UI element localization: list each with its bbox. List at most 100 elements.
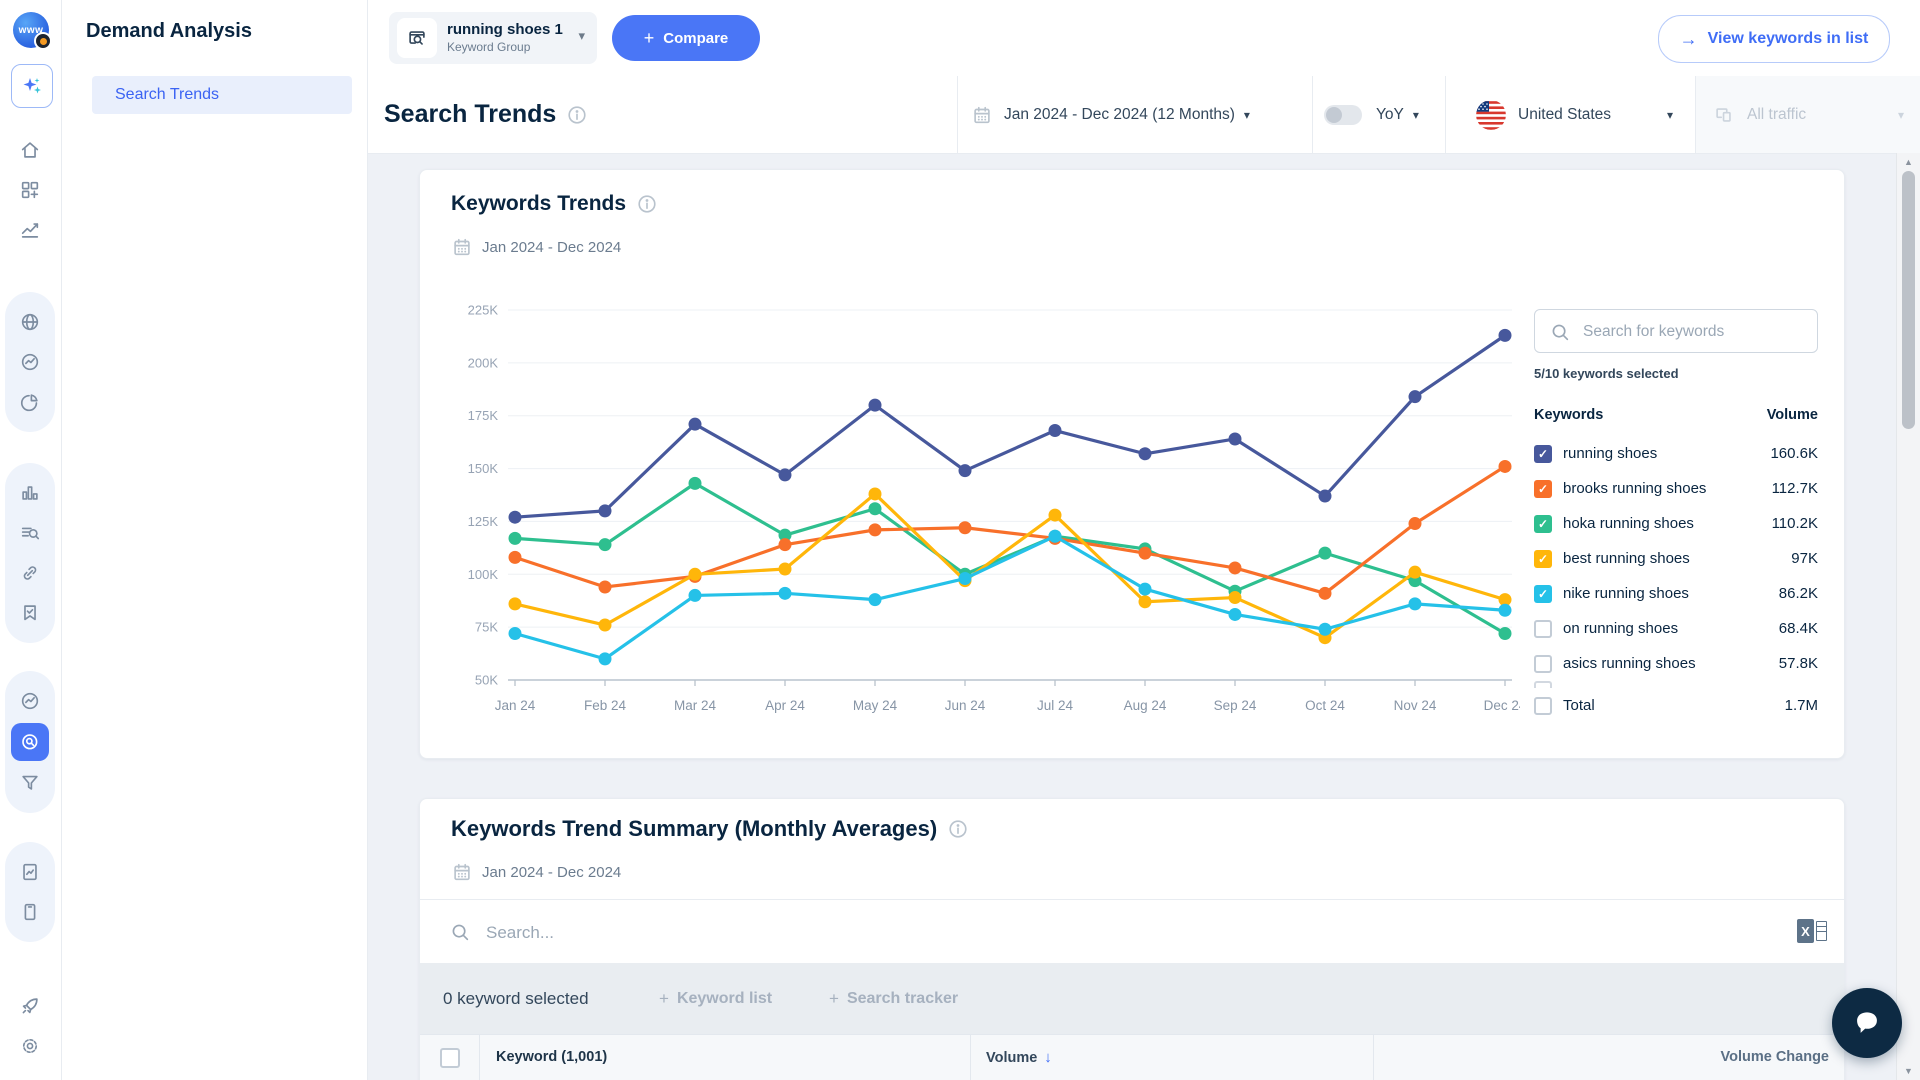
keyword-row[interactable]: ✓ brooks running shoes 112.7K xyxy=(1534,471,1818,506)
app-logo: www xyxy=(13,12,52,50)
chat-bubble-icon xyxy=(1857,1012,1877,1033)
sidebar-item-search-trends[interactable]: Search Trends xyxy=(92,76,352,114)
keyword-label: best running shoes xyxy=(1563,550,1690,567)
yoy-toggle[interactable] xyxy=(1324,104,1362,125)
export-excel-icon[interactable]: X xyxy=(1797,917,1829,947)
web-analysis-icon[interactable] xyxy=(10,342,50,382)
keyword-row[interactable]: ✓ hoka running shoes 110.2K xyxy=(1534,506,1818,541)
svg-text:Sep 24: Sep 24 xyxy=(1214,698,1257,713)
keyword-row[interactable]: ✓ running shoes 160.6K xyxy=(1534,436,1818,471)
keyword-row-total[interactable]: Total 1.7M xyxy=(1534,688,1818,723)
search-icon xyxy=(449,921,471,948)
chevron-down-icon: ▾ xyxy=(1897,107,1904,122)
filter-icon[interactable] xyxy=(10,763,50,803)
select-all-checkbox[interactable] xyxy=(440,1048,460,1068)
keyword-volume: 68.4K xyxy=(1778,620,1818,637)
svg-text:75K: 75K xyxy=(475,620,498,635)
keyword-row[interactable]: ✓ best running shoes 97K xyxy=(1534,541,1818,576)
keyword-research-icon[interactable] xyxy=(10,513,50,553)
keyword-checkbox[interactable] xyxy=(1534,619,1552,638)
sort-desc-icon: ↓ xyxy=(1044,1049,1052,1066)
icon-rail: www xyxy=(0,0,62,1080)
rail-group xyxy=(5,463,55,643)
ai-assistant-button[interactable] xyxy=(11,64,53,108)
scroll-down-arrow[interactable]: ▼ xyxy=(1904,1066,1913,1076)
keyword-checkbox[interactable]: ✓ xyxy=(1534,584,1552,603)
keywords-panel: 5/10 keywords selected Keywords Volume ✓… xyxy=(1534,309,1818,723)
info-icon[interactable] xyxy=(947,818,969,840)
pie-chart-icon[interactable] xyxy=(10,382,50,422)
keyword-volume: 57.8K xyxy=(1778,655,1818,672)
keyword-label: nike running shoes xyxy=(1563,585,1689,602)
add-search-tracker-button[interactable]: + Search tracker xyxy=(829,988,959,1008)
keyword-group-selector[interactable]: running shoes 1 Keyword Group ▾ xyxy=(389,12,597,64)
us-flag-icon xyxy=(1476,99,1506,130)
traffic-type-selector[interactable]: All traffic ▾ xyxy=(1695,76,1920,153)
rail-group xyxy=(5,986,55,1066)
column-header-volume[interactable]: Volume ↓ xyxy=(986,1049,1052,1066)
keyword-row[interactable]: asics running shoes 57.8K xyxy=(1534,646,1818,681)
yoy-control: YoY ▾ xyxy=(1312,76,1445,153)
keyword-row[interactable]: on running shoes 68.4K xyxy=(1534,611,1818,646)
keyword-label: on running shoes xyxy=(1563,620,1679,637)
web-trends-icon[interactable] xyxy=(10,681,50,721)
globe-icon[interactable] xyxy=(10,302,50,342)
plus-icon: + xyxy=(659,988,669,1008)
chat-widget-button[interactable] xyxy=(1832,988,1902,1058)
calendar-icon xyxy=(451,861,473,883)
svg-text:175K: 175K xyxy=(468,408,499,423)
keyword-label: hoka running shoes xyxy=(1563,515,1694,532)
selected-count: 0 keyword selected xyxy=(443,988,589,1008)
card-title: Keywords Trends xyxy=(451,192,658,216)
keyword-group-type: Keyword Group xyxy=(447,40,531,54)
keyword-list: ✓ running shoes 160.6K ✓ brooks running shoe… xyxy=(1534,436,1818,723)
settings-icon[interactable] xyxy=(10,1026,50,1066)
svg-text:Nov 24: Nov 24 xyxy=(1394,698,1437,713)
keyword-label: asics running shoes xyxy=(1563,655,1696,672)
country-selector[interactable]: United States ▾ xyxy=(1445,76,1695,153)
date-range-picker[interactable]: Jan 2024 - Dec 2024 (12 Months) ▾ xyxy=(957,76,1312,153)
table-search-input[interactable] xyxy=(484,912,1688,954)
search-trends-icon[interactable] xyxy=(11,723,49,761)
scroll-up-arrow[interactable]: ▲ xyxy=(1904,157,1913,167)
logo-badge xyxy=(34,32,52,50)
svg-text:Aug 24: Aug 24 xyxy=(1124,698,1167,713)
clipped-keyword-row xyxy=(1534,681,1818,688)
keyword-checkbox[interactable] xyxy=(1534,696,1552,715)
add-keyword-list-button[interactable]: + Keyword list xyxy=(659,988,773,1008)
svg-text:225K: 225K xyxy=(468,303,499,318)
view-keywords-button[interactable]: → View keywords in list xyxy=(1658,15,1890,63)
mobile-app-icon[interactable] xyxy=(10,892,50,932)
info-icon[interactable] xyxy=(566,104,588,126)
plus-icon: + xyxy=(643,27,655,48)
column-header-keyword: Keyword (1,001) xyxy=(496,1049,608,1065)
keyword-checkbox[interactable]: ✓ xyxy=(1534,549,1552,568)
report-icon[interactable] xyxy=(10,852,50,892)
rocket-icon[interactable] xyxy=(10,986,50,1026)
keyword-group-icon xyxy=(397,18,437,58)
keyword-search-input[interactable] xyxy=(1581,310,1810,354)
keyword-volume: 86.2K xyxy=(1778,585,1818,602)
keyword-checkbox[interactable]: ✓ xyxy=(1534,479,1552,498)
keyword-checkbox[interactable]: ✓ xyxy=(1534,444,1552,463)
link-icon[interactable] xyxy=(10,553,50,593)
rail-group xyxy=(5,671,55,813)
keyword-row[interactable]: ✓ nike running shoes 86.2K xyxy=(1534,576,1818,611)
svg-text:Mar 24: Mar 24 xyxy=(674,698,717,713)
trend-line-icon[interactable] xyxy=(10,210,50,250)
keywords-trends-card: Keywords Trends Jan 2024 - Dec 2024 225K… xyxy=(419,169,1845,759)
search-icon xyxy=(1549,321,1571,348)
keyword-checkbox[interactable]: ✓ xyxy=(1534,514,1552,533)
info-icon[interactable] xyxy=(636,193,658,215)
saved-lists-icon[interactable] xyxy=(10,593,50,633)
main-content: Keywords Trends Jan 2024 - Dec 2024 225K… xyxy=(367,153,1920,1080)
scrollbar-thumb[interactable] xyxy=(1902,171,1915,429)
compare-button[interactable]: + Compare xyxy=(612,15,760,61)
logo-text: www xyxy=(18,24,44,36)
bar-chart-icon[interactable] xyxy=(10,473,50,513)
home-icon[interactable] xyxy=(10,130,50,170)
keyword-checkbox[interactable] xyxy=(1534,654,1552,673)
svg-text:Jun 24: Jun 24 xyxy=(945,698,986,713)
keyword-label: brooks running shoes xyxy=(1563,480,1707,497)
dashboard-icon[interactable] xyxy=(10,170,50,210)
